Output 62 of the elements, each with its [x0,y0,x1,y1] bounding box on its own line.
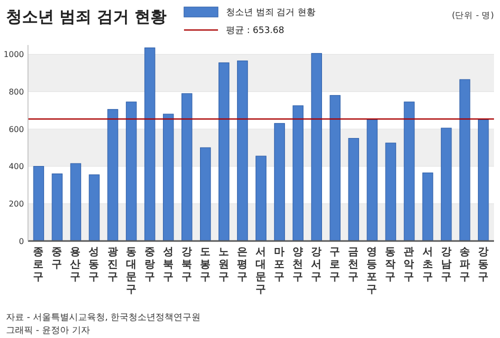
y-tick-label: 800 [8,87,24,96]
x-tick-label: 구로구 [330,246,341,283]
bar [440,128,452,242]
x-tick-label: 동대문구 [126,246,137,296]
bar [162,114,174,242]
bar [348,138,360,242]
bar [256,156,266,242]
x-tick-label: 마포구 [274,246,286,283]
bar [274,123,285,242]
y-tick-label: 600 [8,124,24,134]
y-tick-label: 200 [8,199,24,208]
x-tick-label: 성동구 [88,246,100,283]
bar [52,174,63,242]
bar [70,163,82,242]
text: 자료 - 서울특별시교육청, 한국청소년정책연구원 [6,313,201,323]
bar [422,172,434,242]
bar [459,79,470,242]
x-tick-label: 강남구 [440,246,452,283]
x-tick-label: 강동구 [478,246,489,283]
bar [218,62,230,242]
bar [181,93,192,242]
bar [200,147,211,242]
x-tick-label: 금천구 [348,246,360,283]
y-tick-label: 1000 [4,50,24,60]
legend-label: 평균 : 653.68 [226,26,285,36]
x-tick-label: 노원구 [218,246,230,283]
chart-title: 청소년 범죄 검거 현황 [6,7,167,26]
bar [144,48,156,242]
x-tick-label: 성북구 [162,246,174,283]
x-tick-label: 영등포구 [366,246,378,296]
bar [33,166,44,242]
bar [330,95,341,242]
bar [107,109,118,242]
x-tick-label: 강북구 [181,246,192,283]
bar [311,53,322,242]
text: (단위 - 명) [452,11,494,21]
bar [237,60,248,242]
bar [292,105,304,242]
x-tick-label: 은평구 [236,246,248,283]
x-tick-label: 동작구 [385,246,396,283]
x-tick-label: 서대문구 [256,246,266,296]
legend-label: 청소년 범죄 검거 현황 [226,8,316,18]
bar [385,142,396,242]
x-tick-label: 양천구 [292,246,304,283]
y-tick-label: 0 [18,236,24,246]
x-tick-label: 서초구 [422,246,434,283]
x-tick-label: 관악구 [404,246,415,283]
x-tick-label: 용산구 [70,246,82,283]
x-tick-label: 중랑구 [144,246,156,283]
bar [478,119,489,242]
x-tick-label: 광진구 [107,246,118,283]
bar [366,119,378,242]
x-tick-label: 송파구 [459,246,470,283]
y-tick-label: 400 [8,162,24,172]
x-tick-label: 강서구 [311,246,322,283]
x-tick-label: 종로구 [33,246,44,283]
bar [88,174,100,242]
text: 그래픽 - 윤정아 기자 [6,326,90,336]
x-tick-label: 중구 [52,246,63,270]
bar [404,102,415,242]
bar [126,102,137,242]
x-tick-label: 도봉구 [200,246,211,283]
